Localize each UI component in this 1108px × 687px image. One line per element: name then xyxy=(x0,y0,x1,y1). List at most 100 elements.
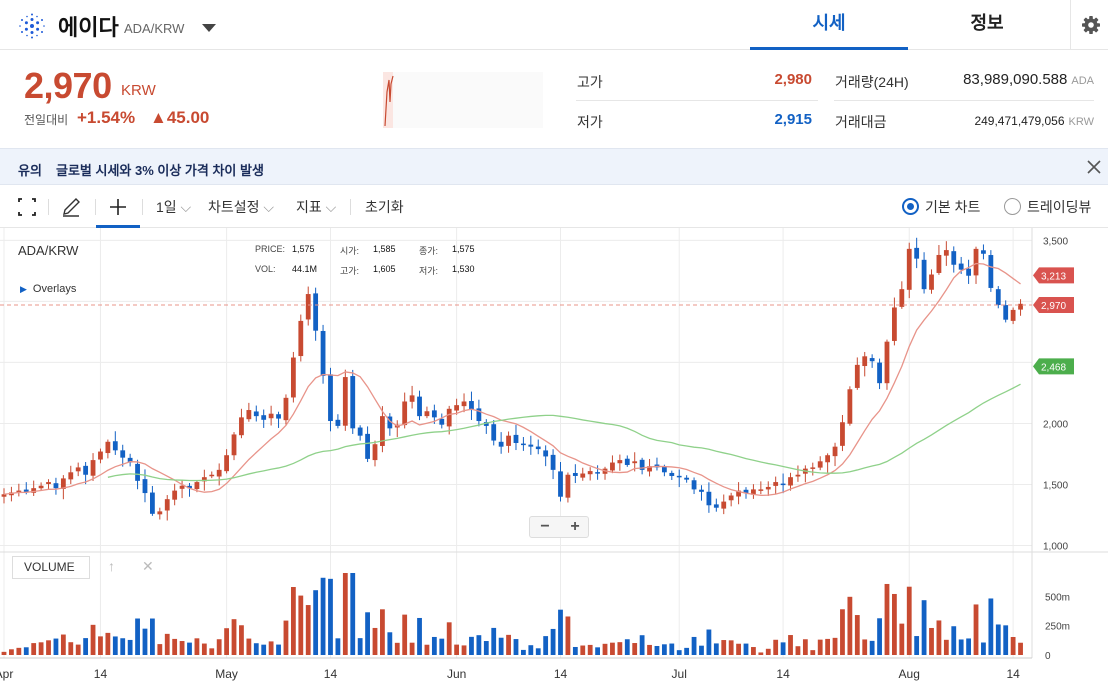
volume-bar xyxy=(16,647,22,655)
coin-select-caret-icon[interactable] xyxy=(202,24,216,32)
high-label: 고가 xyxy=(577,74,603,90)
candle-body xyxy=(1010,309,1016,321)
candle-body xyxy=(16,490,22,493)
ma-long-line xyxy=(107,383,1021,482)
candle-body xyxy=(142,479,148,494)
volume-bar xyxy=(372,627,378,655)
candle-body xyxy=(23,489,29,492)
candle-body xyxy=(83,465,89,475)
candle-body xyxy=(795,474,801,477)
volume-bar xyxy=(1003,625,1009,655)
candle-body xyxy=(624,458,630,465)
volume-bar xyxy=(706,629,712,655)
low-label: 저가 xyxy=(577,114,603,130)
volume-bar xyxy=(417,617,422,655)
volume-bar xyxy=(758,652,764,655)
volume-bar xyxy=(387,632,393,655)
candle-body xyxy=(788,477,793,486)
volume-bar xyxy=(988,598,994,655)
close-icon[interactable] xyxy=(1082,155,1106,179)
candle-body xyxy=(469,401,474,411)
candle-body xyxy=(936,254,942,273)
volume-bar xyxy=(854,615,860,655)
basic-chart-radio[interactable] xyxy=(902,198,919,215)
volume-bar xyxy=(617,642,623,655)
candle-body xyxy=(231,434,237,456)
header-bar: 에이다 ADA/KRW 시세 정보 xyxy=(0,0,1108,50)
volume-bar xyxy=(328,578,333,655)
candle-body xyxy=(357,427,363,436)
volume-bar xyxy=(454,644,460,655)
volume-bar xyxy=(164,633,170,655)
candle-body xyxy=(461,401,467,407)
volume-bar xyxy=(647,644,652,655)
candle-body xyxy=(751,489,756,495)
crosshair-icon[interactable] xyxy=(96,185,140,228)
volume-bar xyxy=(661,644,667,655)
reset-button[interactable]: 초기화 xyxy=(365,199,404,215)
candle-body xyxy=(966,268,971,276)
price-chart[interactable]: 3,5003,0002,5002,0001,5001,000Apr14May14… xyxy=(0,228,1108,687)
coin-pair: ADA/KRW xyxy=(124,21,185,36)
volume-bar xyxy=(357,638,363,655)
candle-body xyxy=(283,397,289,421)
volume-bar xyxy=(765,648,771,655)
time-tick-label: 14 xyxy=(324,667,338,681)
volume-bar xyxy=(743,643,749,655)
candle-body xyxy=(68,472,74,480)
candle-body xyxy=(521,443,526,446)
price-marker-label: 2,468 xyxy=(1041,362,1066,373)
volume-bar xyxy=(632,643,638,655)
volume-bar xyxy=(721,640,727,655)
candle-body xyxy=(1,494,7,497)
volume-bar xyxy=(914,636,920,655)
candle-body xyxy=(1003,305,1009,320)
volume-pane-label: VOLUME xyxy=(12,556,90,579)
volume-bar xyxy=(966,638,971,655)
arrow-up-icon[interactable]: ↑ xyxy=(108,558,115,574)
volume-bar xyxy=(610,642,615,655)
chart-settings-menu[interactable]: 차트설정 ⌵ xyxy=(208,199,275,215)
candle-body xyxy=(454,405,460,411)
indicators-menu[interactable]: 지표 ⌵ xyxy=(296,199,337,215)
tradingview-radio[interactable] xyxy=(1004,198,1021,215)
candle-body xyxy=(342,377,348,426)
close-volume-icon[interactable]: ✕ xyxy=(142,558,154,574)
price-tick-label: 3,500 xyxy=(1043,236,1068,247)
candle-body xyxy=(810,467,816,469)
volume-bar xyxy=(921,600,927,655)
candle-body xyxy=(580,473,586,478)
candle-body xyxy=(409,395,415,402)
candle-body xyxy=(498,441,504,447)
candle-body xyxy=(60,478,66,489)
volume-bar xyxy=(736,643,741,655)
volume-bar xyxy=(958,639,964,655)
volume-bar xyxy=(179,641,185,655)
volume-bar xyxy=(424,644,430,655)
volume-bar xyxy=(268,641,274,655)
candle-body xyxy=(780,483,786,486)
tab-info[interactable]: 정보 xyxy=(970,13,1004,33)
candle-body xyxy=(194,482,200,490)
volume-bar xyxy=(981,642,986,655)
chart-canvas[interactable]: 3,5003,0002,5002,0001,5001,000Apr14May14… xyxy=(0,228,1108,687)
settings-gear-icon[interactable] xyxy=(1070,0,1108,50)
candle-body xyxy=(773,482,779,486)
candle-body xyxy=(98,451,103,460)
candle-body xyxy=(535,446,541,450)
candle-body xyxy=(187,485,192,489)
interval-select[interactable]: 1일 ⌵ xyxy=(156,199,192,215)
fullscreen-icon[interactable] xyxy=(10,185,44,228)
zoom-out-button[interactable]: − xyxy=(540,518,550,535)
zoom-in-button[interactable]: + xyxy=(570,518,580,535)
ma-short-line xyxy=(3,262,1021,497)
candle-body xyxy=(550,454,556,470)
time-tick-label: Apr xyxy=(0,667,13,681)
candle-body xyxy=(446,408,452,427)
tradingview-label: 트레이딩뷰 xyxy=(1027,199,1092,215)
tab-quote[interactable]: 시세 xyxy=(750,0,908,50)
high-value: 2,980 xyxy=(774,71,812,88)
volume-bar xyxy=(1010,636,1016,655)
pencil-icon[interactable] xyxy=(54,185,88,228)
overlays-toggle[interactable]: Overlays xyxy=(20,283,76,295)
